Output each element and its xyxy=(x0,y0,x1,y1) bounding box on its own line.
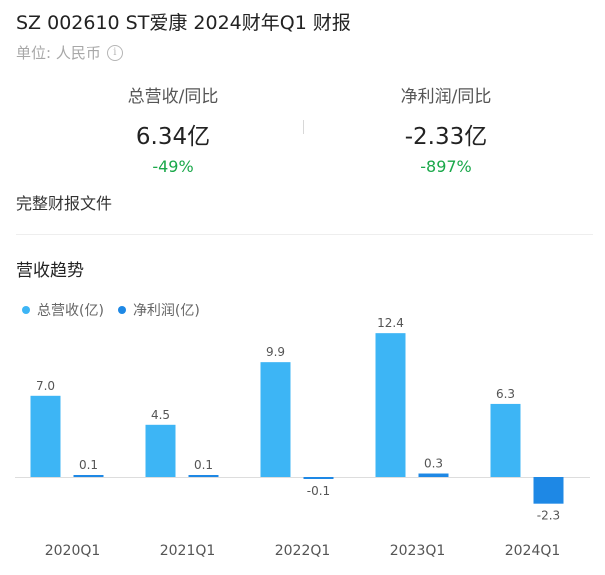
profit-metric-label: 净利润/同比 xyxy=(400,87,492,107)
section-divider xyxy=(16,234,593,235)
profit-bar-2022Q1[interactable] xyxy=(303,477,334,479)
profit-metric-value: -2.33亿 xyxy=(404,124,488,150)
revenue-data-label-2021Q1: 4.5 xyxy=(151,408,170,422)
legend-label-revenue: 总营收(亿) xyxy=(37,303,104,319)
revenue-data-label-2023Q1: 12.4 xyxy=(377,316,404,330)
revenue-bar-2021Q1[interactable] xyxy=(145,424,176,477)
chart-legend: 总营收(亿) 净利润(亿) xyxy=(22,300,214,320)
revenue-data-label-2024Q1: 6.3 xyxy=(496,387,515,401)
revenue-bar-2024Q1[interactable] xyxy=(490,403,521,477)
legend-item-profit[interactable]: 净利润(亿) xyxy=(117,300,200,320)
legend-label-profit: 净利润(亿) xyxy=(132,303,200,319)
profit-data-label-2022Q1: -0.1 xyxy=(307,484,330,498)
full-report-link[interactable]: 完整财报文件 xyxy=(16,194,113,213)
profit-data-label-2023Q1: 0.3 xyxy=(424,457,443,471)
x-tick-label-2022Q1: 2022Q1 xyxy=(275,543,331,559)
report-title: SZ 002610 ST爱康 2024财年Q1 财报 xyxy=(16,12,351,34)
revenue-metric-change: -49% xyxy=(152,157,194,176)
revenue-metric-value: 6.34亿 xyxy=(135,124,211,150)
profit-bar-2021Q1[interactable] xyxy=(188,475,219,477)
profit-bar-2024Q1[interactable] xyxy=(533,477,564,504)
legend-dot-profit xyxy=(117,306,126,314)
x-tick-label-2023Q1: 2023Q1 xyxy=(390,543,446,559)
revenue-metric-label: 总营收/同比 xyxy=(127,87,219,107)
profit-metric: 净利润/同比 -2.33亿 -897% xyxy=(326,82,566,176)
revenue-data-label-2022Q1: 9.9 xyxy=(266,345,285,359)
revenue-bar-2022Q1[interactable] xyxy=(260,362,291,477)
unit-row: 单位: 人民币 i xyxy=(16,42,123,63)
legend-dot-revenue xyxy=(22,306,30,314)
x-tick-label-2020Q1: 2020Q1 xyxy=(45,543,101,559)
revenue-metric: 总营收/同比 6.34亿 -49% xyxy=(53,82,293,176)
revenue-bar-2023Q1[interactable] xyxy=(375,333,406,477)
profit-bar-2020Q1[interactable] xyxy=(73,475,104,477)
revenue-bar-2020Q1[interactable] xyxy=(30,395,61,477)
profit-data-label-2020Q1: 0.1 xyxy=(79,458,98,472)
section-title: 营收趋势 xyxy=(16,261,84,281)
profit-metric-change: -897% xyxy=(420,157,472,176)
revenue-data-label-2020Q1: 7.0 xyxy=(36,379,55,393)
legend-item-revenue[interactable]: 总营收(亿) xyxy=(22,300,104,320)
profit-data-label-2021Q1: 0.1 xyxy=(194,458,213,472)
x-tick-label-2021Q1: 2021Q1 xyxy=(160,543,216,559)
unit-label: 单位: 人民币 xyxy=(16,44,101,62)
x-tick-label-2024Q1: 2024Q1 xyxy=(505,543,561,559)
info-circle-icon[interactable]: i xyxy=(106,44,123,61)
metric-divider xyxy=(303,120,304,134)
profit-data-label-2024Q1: -2.3 xyxy=(537,509,560,523)
profit-bar-2023Q1[interactable] xyxy=(418,473,449,477)
